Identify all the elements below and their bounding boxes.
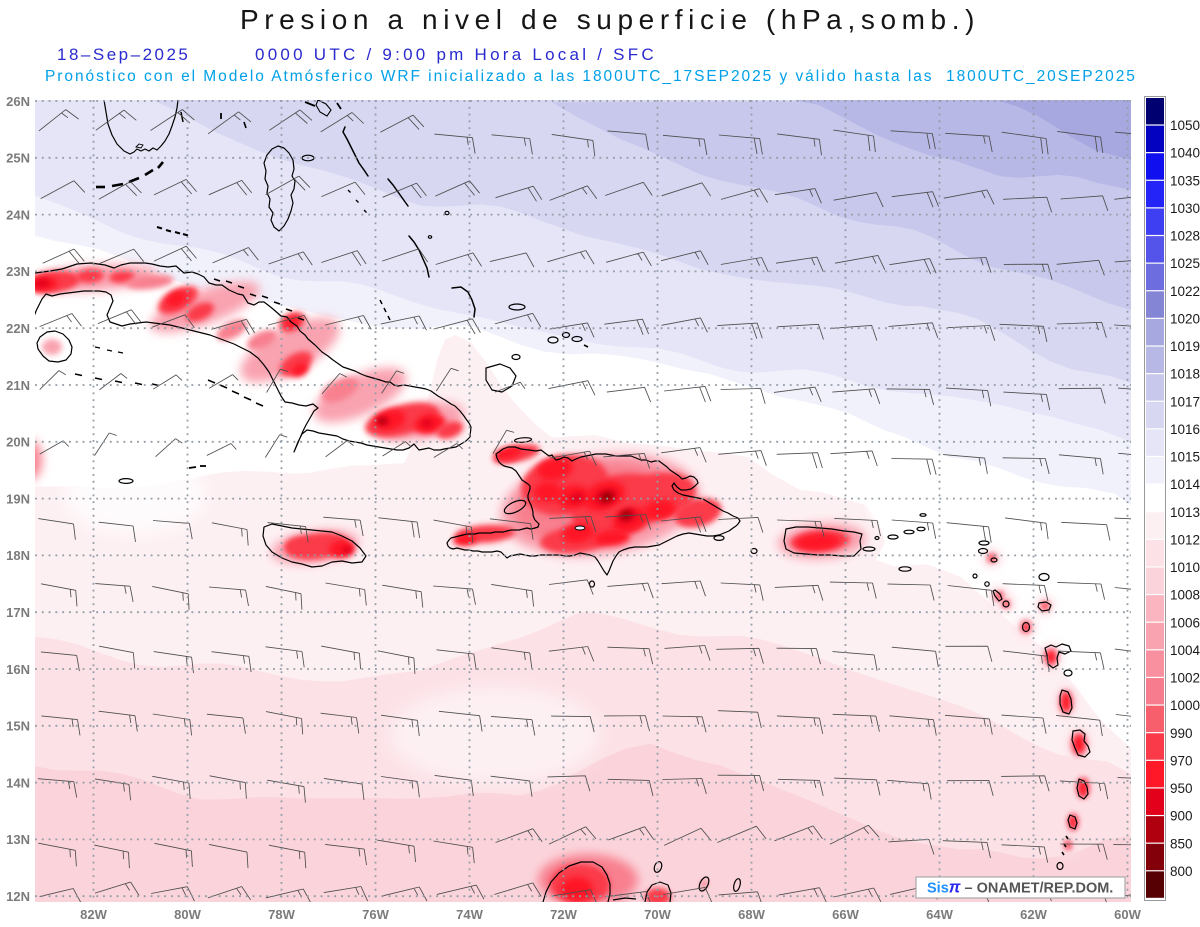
svg-text:23N: 23N <box>6 264 30 279</box>
svg-text:82W: 82W <box>80 907 107 922</box>
svg-text:62W: 62W <box>1020 907 1047 922</box>
svg-text:68W: 68W <box>738 907 765 922</box>
svg-text:800: 800 <box>1170 864 1193 879</box>
svg-text:1006: 1006 <box>1170 615 1200 630</box>
svg-text:1004: 1004 <box>1170 643 1200 658</box>
svg-text:20N: 20N <box>6 435 30 450</box>
svg-text:12N: 12N <box>6 889 30 904</box>
svg-text:18N: 18N <box>6 548 30 563</box>
svg-text:1020: 1020 <box>1170 312 1200 327</box>
svg-text:24N: 24N <box>6 207 30 222</box>
svg-text:78W: 78W <box>268 907 295 922</box>
svg-text:80W: 80W <box>174 907 201 922</box>
svg-text:850: 850 <box>1170 836 1193 851</box>
svg-text:13N: 13N <box>6 832 30 847</box>
svg-text:1019: 1019 <box>1170 339 1200 354</box>
svg-text:60W: 60W <box>1114 907 1141 922</box>
svg-text:16N: 16N <box>6 662 30 677</box>
svg-text:1018: 1018 <box>1170 367 1200 382</box>
svg-text:1040: 1040 <box>1170 146 1200 161</box>
svg-text:1015: 1015 <box>1170 450 1200 465</box>
svg-text:1017: 1017 <box>1170 394 1200 409</box>
svg-text:990: 990 <box>1170 726 1193 741</box>
svg-text:1008: 1008 <box>1170 588 1200 603</box>
svg-text:76W: 76W <box>362 907 389 922</box>
svg-text:1002: 1002 <box>1170 671 1200 686</box>
svg-text:1030: 1030 <box>1170 201 1200 216</box>
svg-text:970: 970 <box>1170 753 1193 768</box>
svg-text:1012: 1012 <box>1170 532 1200 547</box>
svg-text:1014: 1014 <box>1170 477 1200 492</box>
svg-text:900: 900 <box>1170 809 1193 824</box>
svg-text:25N: 25N <box>6 151 30 166</box>
svg-text:19N: 19N <box>6 491 30 506</box>
svg-text:1010: 1010 <box>1170 560 1200 575</box>
svg-text:14N: 14N <box>6 775 30 790</box>
svg-text:1028: 1028 <box>1170 229 1200 244</box>
svg-text:66W: 66W <box>832 907 859 922</box>
svg-text:70W: 70W <box>644 907 671 922</box>
svg-text:1016: 1016 <box>1170 422 1200 437</box>
svg-text:64W: 64W <box>926 907 953 922</box>
svg-text:21N: 21N <box>6 378 30 393</box>
svg-text:15N: 15N <box>6 719 30 734</box>
svg-text:1000: 1000 <box>1170 698 1200 713</box>
svg-text:1013: 1013 <box>1170 505 1200 520</box>
svg-text:1035: 1035 <box>1170 173 1200 188</box>
svg-text:26N: 26N <box>6 94 30 109</box>
svg-text:1022: 1022 <box>1170 284 1200 299</box>
svg-text:Sisπ – ONAMET/REP.DOM.: Sisπ – ONAMET/REP.DOM. <box>927 879 1113 897</box>
svg-text:1025: 1025 <box>1170 256 1200 271</box>
svg-text:74W: 74W <box>456 907 483 922</box>
svg-text:1050: 1050 <box>1170 118 1200 133</box>
svg-text:22N: 22N <box>6 321 30 336</box>
svg-text:72W: 72W <box>550 907 577 922</box>
svg-text:950: 950 <box>1170 781 1193 796</box>
svg-text:17N: 17N <box>6 605 30 620</box>
